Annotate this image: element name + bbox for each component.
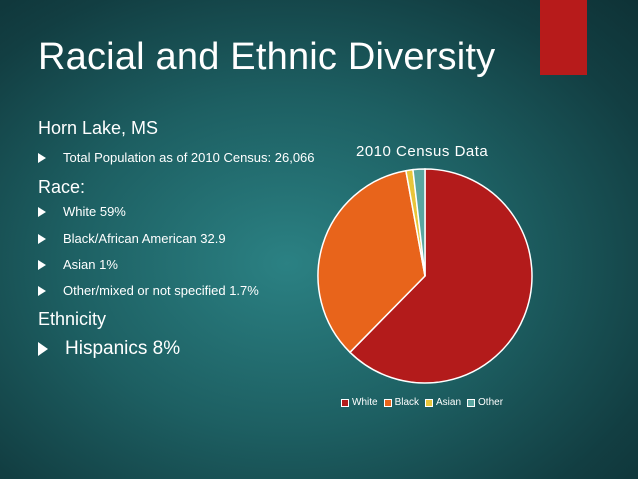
legend-swatch bbox=[383, 398, 392, 407]
bullet-arrow-icon bbox=[38, 233, 46, 244]
race-item-text: Asian 1% bbox=[63, 257, 118, 272]
race-item: Asian 1% bbox=[38, 257, 118, 272]
slide-title: Racial and Ethnic Diversity bbox=[38, 36, 496, 78]
legend-item-white: White bbox=[341, 397, 378, 408]
bullet-arrow-icon bbox=[38, 342, 48, 356]
legend-label: Other bbox=[478, 397, 504, 408]
pie-slice-white bbox=[348, 168, 533, 384]
ethnicity-heading: Ethnicity bbox=[38, 309, 107, 329]
race-heading: Race: bbox=[38, 177, 86, 197]
bullet-arrow-icon bbox=[38, 152, 46, 163]
population-text: Total Population as of 2010 Census: 26,0… bbox=[63, 150, 315, 165]
bullet-arrow-icon bbox=[38, 259, 46, 270]
race-item-text: Other/mixed or not specified 1.7% bbox=[63, 283, 259, 298]
pie-slice-other bbox=[412, 168, 426, 277]
legend-swatch bbox=[425, 398, 434, 407]
legend-label: Asian bbox=[436, 397, 462, 408]
race-item-text: White 59% bbox=[63, 204, 126, 219]
pie-slice-black bbox=[317, 169, 426, 354]
legend-swatch bbox=[341, 398, 349, 407]
legend-swatch bbox=[467, 398, 476, 407]
legend-item-asian: Asian bbox=[425, 397, 461, 408]
ethnicity-item: Hispanics 8% bbox=[38, 338, 180, 360]
bullet-arrow-icon bbox=[38, 206, 46, 217]
race-item: White 59% bbox=[38, 204, 126, 219]
race-item: Black/African American 32.9 bbox=[38, 231, 226, 246]
location-heading: Horn Lake, MS bbox=[38, 118, 159, 138]
ethnicity-item-text: Hispanics 8% bbox=[65, 338, 181, 359]
legend-label: Black bbox=[394, 397, 420, 408]
population-bullet: Total Population as of 2010 Census: 26,0… bbox=[38, 150, 315, 165]
chart-legend: White Black Asian Other bbox=[341, 397, 509, 408]
bullet-arrow-icon bbox=[38, 285, 46, 296]
legend-item-black: Black bbox=[383, 397, 420, 408]
race-item: Other/mixed or not specified 1.7% bbox=[38, 283, 259, 298]
race-item-text: Black/African American 32.9 bbox=[63, 231, 226, 246]
legend-item-other: Other bbox=[467, 397, 503, 408]
legend-label: White bbox=[352, 397, 378, 408]
chart-title: 2010 Census Data bbox=[356, 143, 489, 160]
title-accent-block bbox=[540, 0, 587, 75]
